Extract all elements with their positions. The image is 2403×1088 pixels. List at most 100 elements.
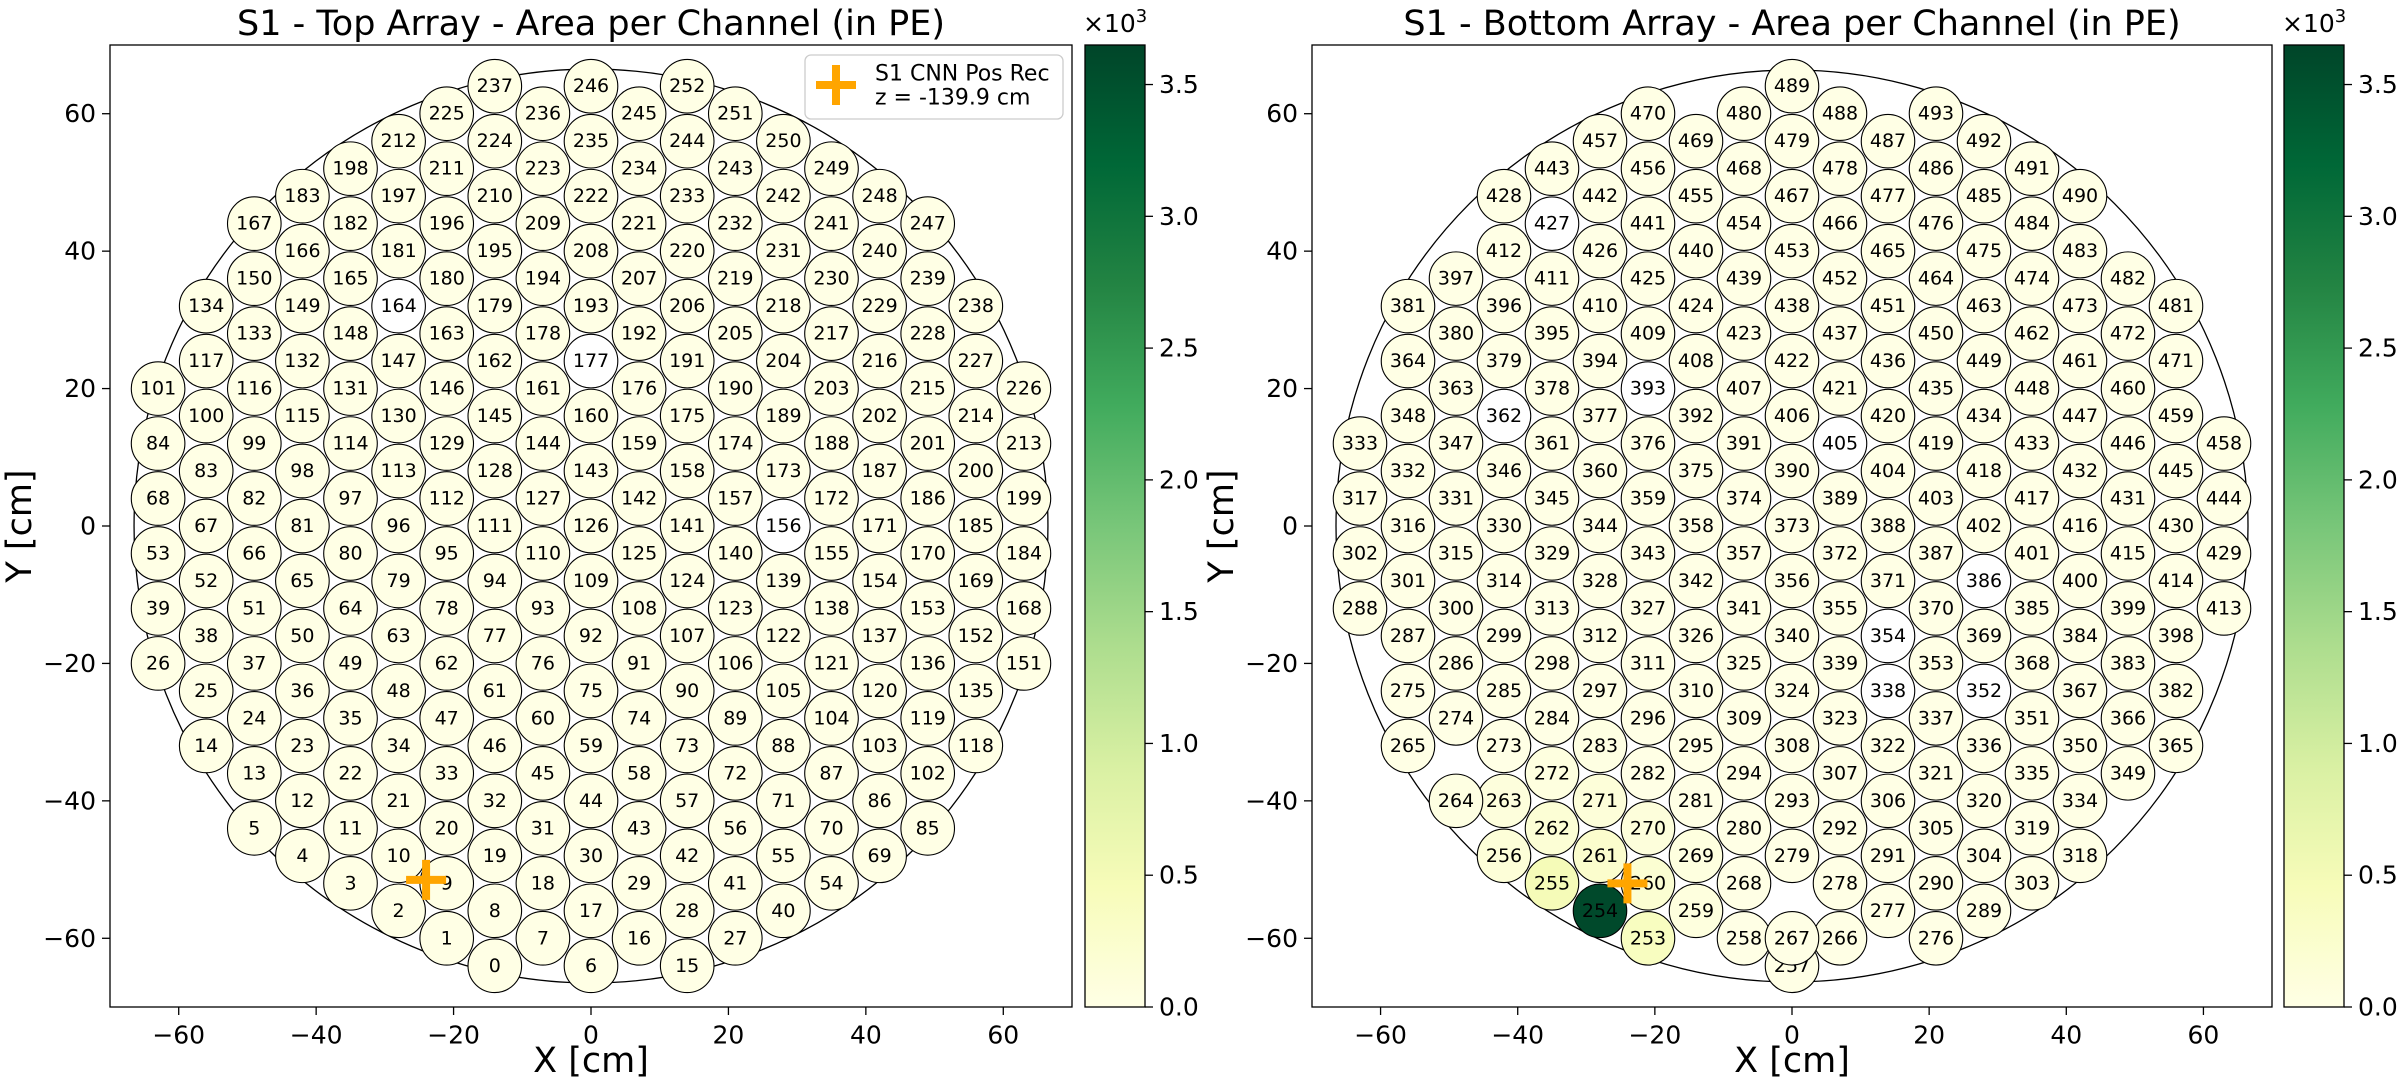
pmt-label-20: 20 <box>435 817 459 839</box>
pmt-184 <box>996 526 1052 581</box>
pmt-306 <box>1860 773 1916 829</box>
pmt-390 <box>1764 443 1820 499</box>
pmt-191 <box>659 333 715 389</box>
pmt-label-58: 58 <box>627 762 651 784</box>
pmt-396 <box>1476 278 1532 334</box>
pmt-label-167: 167 <box>236 213 272 235</box>
pmt-311 <box>1620 636 1676 691</box>
pmt-341 <box>1716 581 1772 636</box>
pmt-477 <box>1860 168 1916 224</box>
pmt-label-1: 1 <box>441 927 453 949</box>
pmt-303 <box>2004 856 2060 911</box>
pmt-462 <box>2004 306 2060 361</box>
pmt-label-18: 18 <box>531 872 555 894</box>
pmt-280 <box>1716 801 1772 856</box>
pmt-label-325: 325 <box>1726 652 1762 674</box>
pmt-label-176: 176 <box>621 378 657 400</box>
pmt-457 <box>1572 113 1628 169</box>
pmt-label-250: 250 <box>765 130 801 152</box>
pmt-label-451: 451 <box>1870 295 1906 317</box>
pmt-11 <box>323 800 378 856</box>
pmt-label-45: 45 <box>531 762 555 784</box>
pmt-label-201: 201 <box>910 433 946 455</box>
pmt-label-64: 64 <box>338 597 362 619</box>
pmt-label-283: 283 <box>1582 735 1618 757</box>
pmt-label-395: 395 <box>1534 323 1570 345</box>
pmt-label-202: 202 <box>861 405 897 427</box>
pmt-label-86: 86 <box>868 790 892 812</box>
pmt-219 <box>707 251 763 306</box>
x-tick-label: 0 <box>1784 1021 1800 1050</box>
pmt-264 <box>1428 773 1484 829</box>
pmt-label-184: 184 <box>1006 542 1042 564</box>
pmt-286 <box>1428 636 1484 691</box>
pmt-label-401: 401 <box>2014 542 2050 564</box>
pmt-163 <box>419 306 475 361</box>
pmt-label-243: 243 <box>717 158 753 180</box>
pmt-348 <box>1380 388 1436 444</box>
pmt-336 <box>1956 718 2012 774</box>
pmt-label-136: 136 <box>910 652 946 674</box>
pmt-383 <box>2100 636 2156 691</box>
pmt-458 <box>2196 416 2252 471</box>
pmt-97 <box>323 471 378 526</box>
pmt-309 <box>1716 691 1772 746</box>
pmt-label-278: 278 <box>1822 872 1858 894</box>
pmt-label-493: 493 <box>1918 103 1954 125</box>
pmt-label-313: 313 <box>1534 597 1570 619</box>
pmt-1 <box>419 910 475 966</box>
pmt-label-43: 43 <box>627 817 651 839</box>
pmt-39 <box>130 581 186 636</box>
pmt-7 <box>515 910 571 966</box>
colorbar-tick-label: 1.5 <box>2358 597 2398 626</box>
pmt-label-21: 21 <box>387 790 411 812</box>
pmt-406 <box>1764 388 1820 444</box>
pmt-label-355: 355 <box>1822 597 1858 619</box>
pmt-label-4: 4 <box>296 845 308 867</box>
pmt-356 <box>1764 553 1820 609</box>
pmt-190 <box>707 361 763 416</box>
pmt-label-347: 347 <box>1438 433 1474 455</box>
pmt-label-187: 187 <box>861 460 897 482</box>
pmt-114 <box>323 416 378 471</box>
pmt-398 <box>2148 608 2204 664</box>
pmt-label-125: 125 <box>621 542 657 564</box>
pmt-289 <box>1956 883 2012 939</box>
pmt-label-474: 474 <box>2014 268 2050 290</box>
pmt-119 <box>900 691 956 746</box>
pmt-453 <box>1764 223 1820 279</box>
pmt-85 <box>900 800 956 856</box>
pmt-label-364: 364 <box>1390 350 1426 372</box>
pmt-385 <box>2004 581 2060 636</box>
pmt-label-51: 51 <box>242 597 266 619</box>
pmt-label-236: 236 <box>525 103 561 125</box>
pmt-246 <box>563 58 619 114</box>
pmt-167 <box>226 196 282 252</box>
pmt-label-298: 298 <box>1534 652 1570 674</box>
pmt-label-80: 80 <box>338 542 362 564</box>
pmt-140 <box>707 526 763 581</box>
pmt-168 <box>996 581 1052 636</box>
pmt-label-431: 431 <box>2110 488 2146 510</box>
pmt-255 <box>1524 856 1580 911</box>
pmt-238 <box>948 278 1004 334</box>
pmt-95 <box>419 526 475 581</box>
pmt-label-425: 425 <box>1630 268 1666 290</box>
pmt-346 <box>1476 443 1532 499</box>
pmt-469 <box>1668 113 1724 169</box>
pmt-57 <box>659 773 715 829</box>
pmt-407 <box>1716 361 1772 416</box>
pmt-245 <box>611 86 667 142</box>
pmt-354 <box>1860 608 1916 664</box>
pmt-label-410: 410 <box>1582 295 1618 317</box>
pmt-248 <box>852 168 907 224</box>
pmt-126 <box>563 498 619 554</box>
pmt-label-44: 44 <box>579 790 603 812</box>
pmt-label-151: 151 <box>1006 652 1042 674</box>
pmt-label-36: 36 <box>290 680 314 702</box>
pmt-label-403: 403 <box>1918 488 1954 510</box>
pmt-156 <box>756 498 811 554</box>
pmt-label-391: 391 <box>1726 433 1762 455</box>
pmt-label-256: 256 <box>1486 845 1522 867</box>
pmt-393 <box>1620 361 1676 416</box>
